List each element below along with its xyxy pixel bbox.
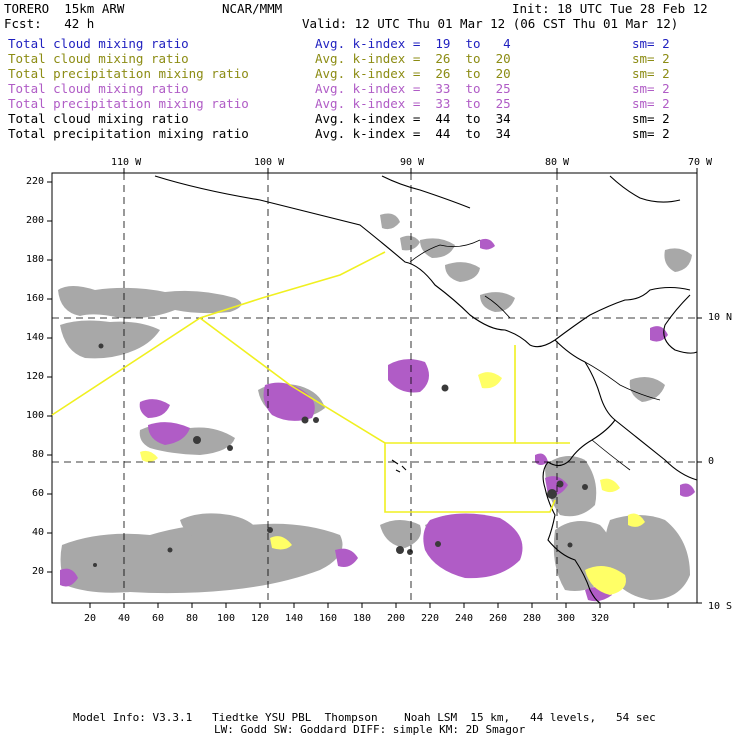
y-tick-label: 220 xyxy=(26,176,45,187)
legend-field-label: Total cloud mixing ratio xyxy=(8,36,189,51)
y-tick-label: 20 xyxy=(32,566,45,577)
x-tick-label: 180 xyxy=(353,613,372,624)
y-tick-label: 140 xyxy=(26,332,45,343)
forecast-hour: Fcst: 42 h xyxy=(4,16,95,31)
dark-core-areas xyxy=(93,343,588,567)
physics-info: LW: Godd SW: Goddard DIFF: simple KM: 2D… xyxy=(214,723,526,736)
flight-track-lines xyxy=(51,251,570,513)
x-tick-label: 320 xyxy=(591,613,610,624)
x-tick-label: 100 xyxy=(217,613,236,624)
x-tick-label: 80 xyxy=(186,613,199,624)
legend-k-index: Avg. k-index = 33 to 25 xyxy=(315,81,511,96)
legend-field-label: Total cloud mixing ratio xyxy=(8,111,189,126)
legend-smoothing: sm= 2 xyxy=(632,81,670,96)
legend-k-index: Avg. k-index = 33 to 25 xyxy=(315,96,511,111)
yellow-precip-areas xyxy=(140,372,645,595)
y-tick-label: 40 xyxy=(32,527,45,538)
y-tick-label: 80 xyxy=(32,449,45,460)
legend-field-label: Total precipitation mixing ratio xyxy=(8,96,249,111)
y-tick-label: 180 xyxy=(26,254,45,265)
legend-field-label: Total cloud mixing ratio xyxy=(8,81,189,96)
y-tick-label: 120 xyxy=(26,371,45,382)
x-tick-label: 60 xyxy=(152,613,165,624)
model-title: TORERO 15km ARW xyxy=(4,1,125,16)
lon-label-70w: 70 W xyxy=(688,157,713,168)
x-tick-label: 300 xyxy=(557,613,576,624)
cloud-fields xyxy=(58,213,695,602)
y-tick-label: 200 xyxy=(26,215,45,226)
x-tick-label: 200 xyxy=(387,613,406,624)
legend-smoothing: sm= 2 xyxy=(632,111,670,126)
lon-label-110w: 110 W xyxy=(111,157,142,168)
purple-cloud-areas xyxy=(60,238,695,602)
legend-k-index: Avg. k-index = 26 to 20 xyxy=(315,51,511,66)
legend-smoothing: sm= 2 xyxy=(632,126,670,141)
legend-field-label: Total precipitation mixing ratio xyxy=(8,66,249,81)
organization: NCAR/MMM xyxy=(222,1,283,16)
y-tick-label: 60 xyxy=(32,488,45,499)
axis-ticks xyxy=(47,168,702,608)
legend-field-label: Total cloud mixing ratio xyxy=(8,51,189,66)
legend-smoothing: sm= 2 xyxy=(632,96,670,111)
x-tick-label: 120 xyxy=(251,613,270,624)
legend-k-index: Avg. k-index = 26 to 20 xyxy=(315,66,511,81)
lat-label-10s: 10 S xyxy=(708,601,733,612)
x-tick-label: 140 xyxy=(285,613,304,624)
lon-label-80w: 80 W xyxy=(545,157,570,168)
legend-field-label: Total precipitation mixing ratio xyxy=(8,126,249,141)
y-tick-label: 100 xyxy=(26,410,45,421)
init-time: Init: 18 UTC Tue 28 Feb 12 xyxy=(512,1,708,16)
x-tick-label: 280 xyxy=(523,613,542,624)
x-tick-label: 40 xyxy=(118,613,131,624)
model-info: Model Info: V3.3.1 Tiedtke YSU PBL Thomp… xyxy=(73,711,656,724)
legend-smoothing: sm= 2 xyxy=(632,51,670,66)
legend-smoothing: sm= 2 xyxy=(632,36,670,51)
lat-label-0: 0 xyxy=(708,456,715,467)
lon-label-90w: 90 W xyxy=(400,157,425,168)
x-tick-label: 260 xyxy=(489,613,508,624)
x-tick-label: 20 xyxy=(84,613,97,624)
x-tick-label: 160 xyxy=(319,613,338,624)
legend-k-index: Avg. k-index = 44 to 34 xyxy=(315,111,511,126)
y-tick-label: 160 xyxy=(26,293,45,304)
lat-label-10n: 10 N xyxy=(708,312,733,323)
legend-k-index: Avg. k-index = 19 to 4 xyxy=(315,36,511,51)
lon-label-100w: 100 W xyxy=(254,157,285,168)
legend-smoothing: sm= 2 xyxy=(632,66,670,81)
legend-k-index: Avg. k-index = 44 to 34 xyxy=(315,126,511,141)
valid-time: Valid: 12 UTC Thu 01 Mar 12 (06 CST Thu … xyxy=(302,16,679,31)
x-tick-label: 220 xyxy=(421,613,440,624)
borders xyxy=(409,239,661,471)
coastlines xyxy=(154,175,698,604)
x-tick-label: 240 xyxy=(455,613,474,624)
